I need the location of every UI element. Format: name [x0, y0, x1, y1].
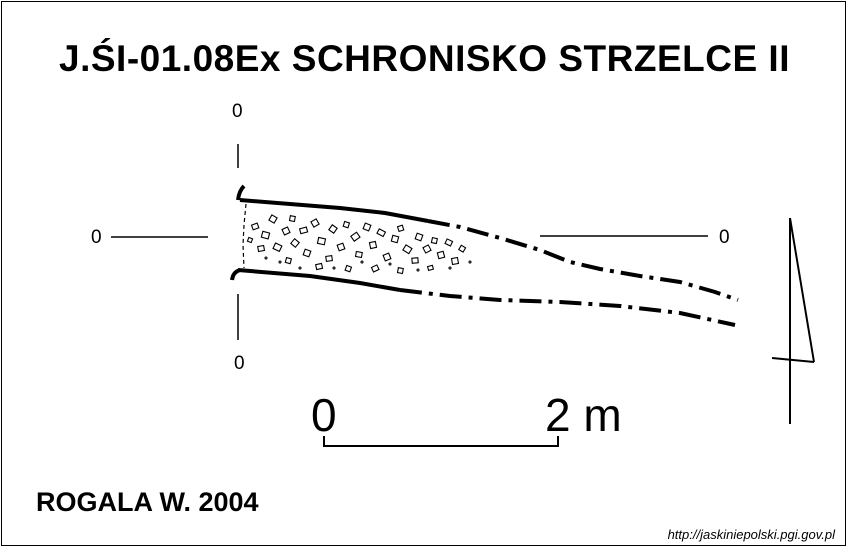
axis-mark-bottom: 0 — [234, 353, 245, 374]
scale-end-label: 2 m — [545, 389, 622, 441]
scale-start-label: 0 — [311, 389, 337, 441]
source-url-link[interactable]: http://jaskiniepolski.pgi.gov.pl — [667, 527, 835, 542]
entrance-dashed-line — [242, 203, 247, 269]
north-arrow-symbol — [771, 217, 815, 424]
lower-wall-dashed — [399, 288, 736, 327]
entrance-top-edge — [236, 184, 246, 201]
axis-mark-right: 0 — [719, 227, 730, 248]
author-credit: ROGALA W. 2004 — [36, 487, 259, 517]
axis-mark-top: 0 — [232, 101, 243, 122]
upper-wall-dashed — [427, 219, 739, 302]
axis-mark-left: 0 — [91, 227, 102, 248]
rubble-fill — [246, 214, 472, 275]
upper-wall-solid — [239, 198, 429, 223]
cave-title: J.ŚI-01.08Ex SCHRONISKO STRZELCE II — [59, 38, 790, 79]
lower-wall-solid — [237, 268, 401, 292]
